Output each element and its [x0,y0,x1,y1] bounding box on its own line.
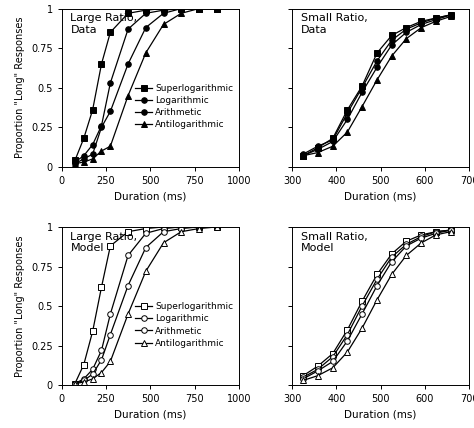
X-axis label: Duration (ms): Duration (ms) [114,410,186,420]
Y-axis label: Proportion "Long" Responses: Proportion "Long" Responses [16,17,26,158]
X-axis label: Duration (ms): Duration (ms) [345,410,417,420]
Text: Large Ratio,
Data: Large Ratio, Data [71,13,137,35]
Legend: Superlogarithmic, Logarithmic, Arithmetic, Antilogarithmic: Superlogarithmic, Logarithmic, Arithmeti… [135,83,234,130]
Text: Large Ratio,
Model: Large Ratio, Model [71,232,137,253]
Y-axis label: Proportion "Long" Responses: Proportion "Long" Responses [16,235,26,377]
X-axis label: Duration (ms): Duration (ms) [114,191,186,202]
Text: Small Ratio,
Data: Small Ratio, Data [301,13,368,35]
Text: Small Ratio,
Model: Small Ratio, Model [301,232,368,253]
Legend: Superlogarithmic, Logarithmic, Arithmetic, Antilogarithmic: Superlogarithmic, Logarithmic, Arithmeti… [135,301,234,349]
X-axis label: Duration (ms): Duration (ms) [345,191,417,202]
